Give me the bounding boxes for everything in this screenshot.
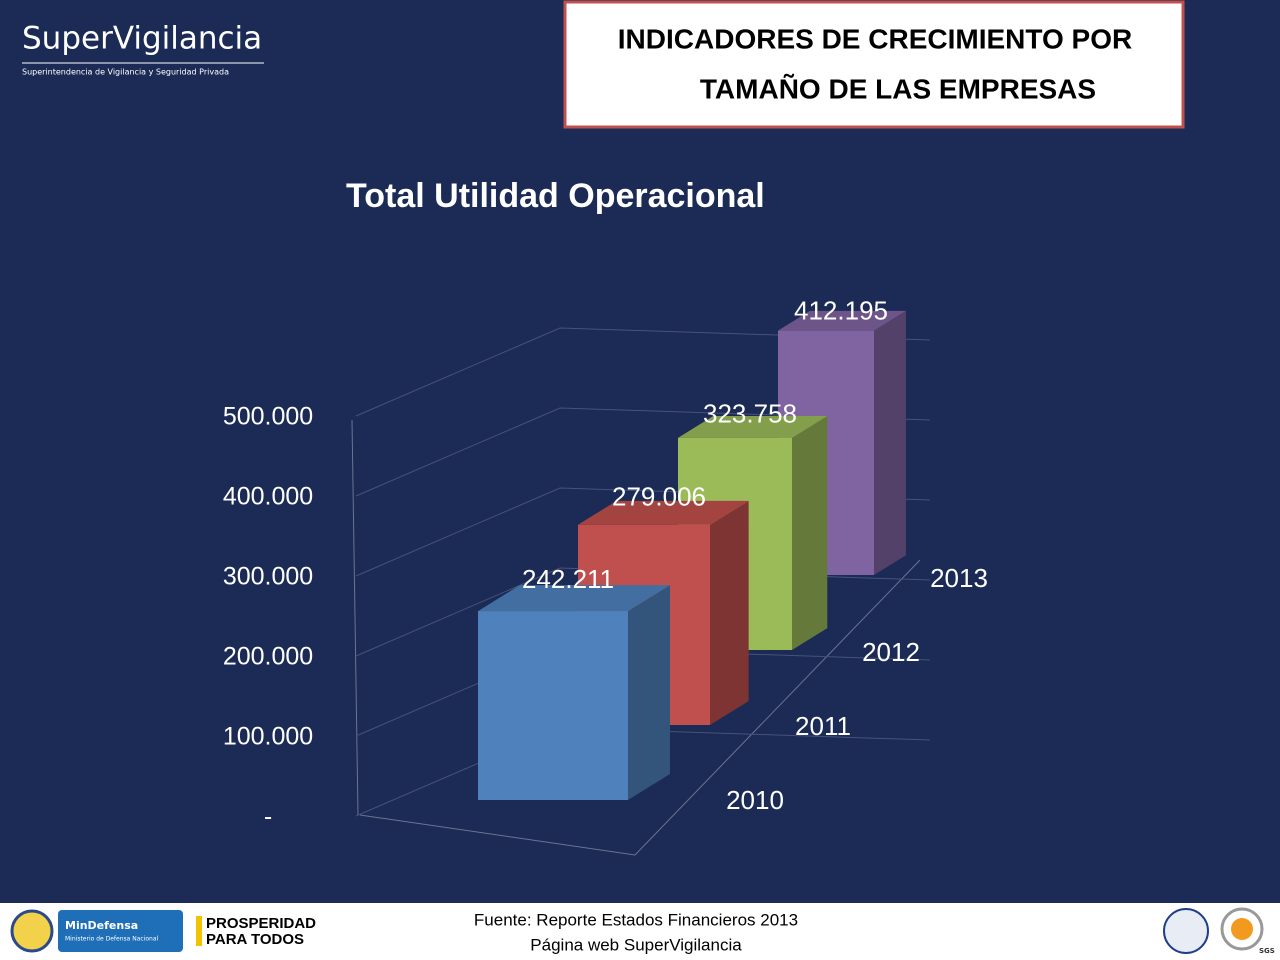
brand-name: SuperVigilancia [22,21,262,57]
ministry-sub: Ministerio de Defensa Nacional [65,936,159,943]
header-box [563,0,1185,129]
bar [478,611,628,800]
bar-side [874,310,906,575]
header-line: TAMAÑO DE LAS EMPRESAS [700,73,1096,104]
axis-wall [351,419,359,816]
cert-mark [1231,918,1253,940]
value-label: 323.758 [703,399,797,429]
x-tick-label: 2013 [930,563,988,593]
header-line: INDICADORES DE CRECIMIENTO POR [618,23,1132,54]
bar-side [792,416,828,650]
slogan: PARA TODOS [206,931,304,948]
y-tick-label: 500.000 [223,403,313,431]
bar-side [710,500,749,725]
value-label: 242.211 [522,564,614,594]
ministry-name: MinDefensa [65,919,138,932]
value-label: 279.006 [612,482,706,512]
y-tick-label: 100.000 [223,723,313,751]
cert-label: SGS [1259,947,1275,955]
y-tick-label: 200.000 [223,643,313,671]
x-tick-label: 2012 [862,637,920,667]
coat-of-arms [10,909,54,953]
plot: - 100.000 200.000 300.000 400.000 500.000 412.… [223,296,988,856]
floor-edge [359,559,921,856]
brand-tagline: Superintendencia de Vigilancia y Segurid… [22,68,229,77]
chart-title: Total Utilidad Operacional [346,177,765,215]
value-label: 412.195 [794,296,888,326]
bar-top [778,310,906,331]
footer-band [0,903,1280,960]
bar-top [678,416,828,438]
bar-side [628,585,670,800]
bar-top [478,585,670,612]
x-tick-label: 2010 [726,785,784,815]
y-tick-label: 300.000 [223,563,313,591]
source-note: Fuente: Reporte Estados Financieros 2013 [474,910,798,929]
slogan: PROSPERIDAD [206,915,316,932]
y-tick-label: - [264,803,272,831]
source-note: Página web SuperVigilancia [530,935,742,954]
x-tick-label: 2011 [795,711,851,741]
bar-top [578,500,749,525]
flag-stripe [196,916,202,946]
y-tick-label: 400.000 [223,483,313,511]
ministry-logo [58,910,183,952]
seal [1163,908,1209,954]
